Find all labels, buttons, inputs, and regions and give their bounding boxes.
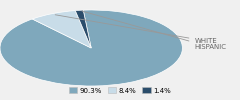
Wedge shape [32, 11, 91, 48]
Wedge shape [75, 10, 91, 48]
Legend: 90.3%, 8.4%, 1.4%: 90.3%, 8.4%, 1.4% [66, 85, 174, 96]
Text: WHITE: WHITE [55, 15, 217, 44]
Wedge shape [0, 10, 182, 86]
Text: HISPANIC: HISPANIC [82, 11, 226, 50]
